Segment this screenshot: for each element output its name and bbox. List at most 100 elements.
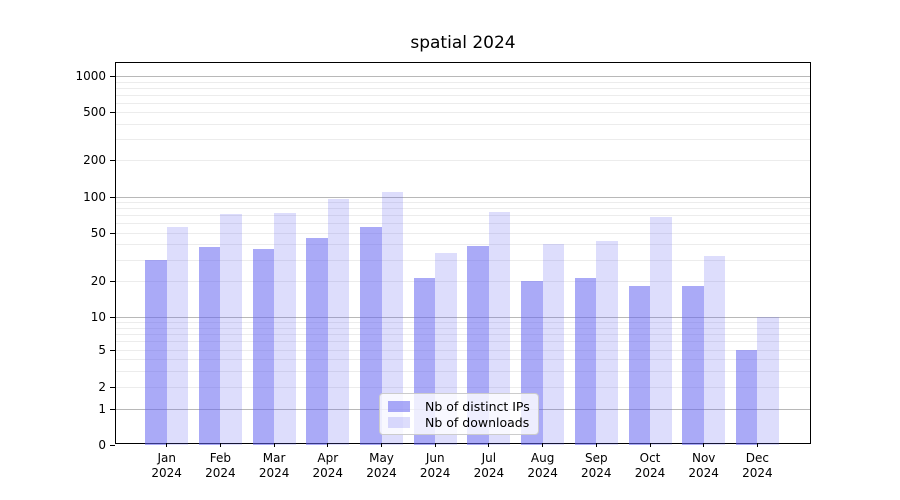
gridline-minor <box>116 215 810 217</box>
x-tick-label: Aug 2024 <box>527 451 558 480</box>
y-tick-label: 5 <box>98 343 106 357</box>
bar-downloads-sep <box>596 240 618 445</box>
y-tick-mark <box>110 387 115 388</box>
gridline-minor <box>116 333 810 335</box>
x-tick-label: Sep 2024 <box>581 451 612 480</box>
bar-downloads-jan <box>166 226 189 445</box>
y-tick-label: 20 <box>90 273 106 288</box>
y-tick-mark <box>110 445 115 446</box>
bar-downloads-dec <box>757 317 779 445</box>
x-tick-label: Mar 2024 <box>258 451 290 480</box>
bar-distinct-ips-may <box>360 226 382 445</box>
gridline-minor <box>116 94 810 96</box>
chart-title: spatial 2024 <box>410 33 516 53</box>
x-tick-label: Nov 2024 <box>688 451 719 480</box>
x-tick-label: Dec 2024 <box>742 451 773 480</box>
y-tick-mark <box>110 196 115 198</box>
x-tick-label: Jul 2024 <box>473 451 505 480</box>
gridline-minor <box>116 350 810 351</box>
legend: Nb of distinct IPs Nb of downloads <box>379 393 539 435</box>
bar-downloads-may <box>381 191 403 445</box>
gridline-minor <box>116 387 810 388</box>
legend-label-downloads: Nb of downloads <box>425 414 530 430</box>
gridline-minor <box>116 160 810 162</box>
bar-distinct-ips-jan <box>145 259 167 445</box>
legend-item-downloads: Nb of downloads <box>388 414 530 430</box>
gridline-minor <box>116 341 810 343</box>
x-tick-mark <box>756 443 758 447</box>
gridline-minor <box>116 81 810 83</box>
bar-distinct-ips-dec <box>735 350 758 445</box>
bar-distinct-ips-apr <box>306 238 328 445</box>
gridline-minor <box>116 370 810 372</box>
y-tick-mark <box>110 76 115 77</box>
y-tick-label: 100 <box>83 189 106 204</box>
x-tick-mark <box>703 443 705 447</box>
y-tick-mark <box>110 409 115 410</box>
gridline-minor <box>116 244 810 246</box>
bar-downloads-jul <box>488 212 511 445</box>
gridline-minor <box>116 102 810 104</box>
gridline-minor <box>116 139 810 140</box>
gridline-minor <box>116 87 810 89</box>
x-tick-label: Jun 2024 <box>419 451 451 480</box>
legend-swatch-distinct-ips <box>388 400 410 412</box>
gridline-minor <box>116 208 810 210</box>
bar-downloads-apr <box>327 198 350 445</box>
gridline-minor <box>116 322 810 324</box>
x-tick-mark <box>434 443 436 447</box>
legend-swatch-downloads <box>388 416 410 428</box>
x-tick-mark <box>542 443 544 447</box>
y-tick-mark <box>110 280 115 282</box>
bar-distinct-ips-oct <box>628 286 650 445</box>
y-tick-label: 1000 <box>75 69 106 83</box>
x-tick-label: Feb 2024 <box>205 451 236 480</box>
gridline-major <box>116 196 810 198</box>
x-tick-mark <box>488 443 490 447</box>
gridline-minor <box>116 259 810 261</box>
bar-downloads-oct <box>650 216 672 445</box>
y-tick-mark <box>110 317 115 318</box>
x-tick-label: May 2024 <box>366 451 397 480</box>
bar-downloads-aug <box>542 244 565 445</box>
plot-area: 1000 500 200 100 50 20 10 5 2 1 0 Jan 2024 Feb 2024 Mar… <box>75 62 811 480</box>
y-tick-mark <box>110 232 115 234</box>
bar-downloads-feb <box>220 213 242 445</box>
x-tick-mark <box>381 443 382 447</box>
gridline-minor <box>116 223 810 225</box>
x-tick-mark <box>273 443 275 447</box>
x-tick-mark <box>166 443 168 447</box>
gridline-minor <box>116 327 810 329</box>
y-tick-label: 200 <box>83 153 106 168</box>
x-tick-label: Jan 2024 <box>151 451 182 480</box>
bar-distinct-ips-sep <box>574 278 597 445</box>
gridline-major <box>116 76 810 77</box>
y-tick-label: 2 <box>98 380 106 394</box>
bar-distinct-ips-mar <box>252 248 275 445</box>
legend-label-distinct-ips: Nb of distinct IPs <box>425 398 530 414</box>
x-tick-mark <box>595 443 597 447</box>
gridline-minor <box>116 123 810 125</box>
y-tick-mark <box>110 350 115 351</box>
x-tick-label: Oct 2024 <box>634 451 666 480</box>
y-tick-label: 500 <box>83 105 106 120</box>
gridline-minor <box>116 232 810 234</box>
y-tick-label: 0 <box>98 438 106 452</box>
bar-downloads-mar <box>274 212 296 445</box>
x-tick-label: Apr 2024 <box>312 451 344 480</box>
y-tick-label: 50 <box>90 225 106 240</box>
x-tick-mark <box>219 443 221 447</box>
bar-downloads-nov <box>703 256 726 445</box>
bar-distinct-ips-feb <box>198 247 221 445</box>
gridline-major <box>116 317 810 318</box>
gridline-minor <box>116 202 810 203</box>
x-tick-mark <box>649 443 651 447</box>
bar-distinct-ips-nov <box>682 286 704 445</box>
legend-item-distinct-ips: Nb of distinct IPs <box>388 398 530 414</box>
x-tick-mark <box>327 443 329 447</box>
gridline-minor <box>116 112 810 114</box>
y-tick-mark <box>110 112 115 114</box>
y-tick-mark <box>110 160 115 162</box>
gridline-minor <box>116 359 810 360</box>
